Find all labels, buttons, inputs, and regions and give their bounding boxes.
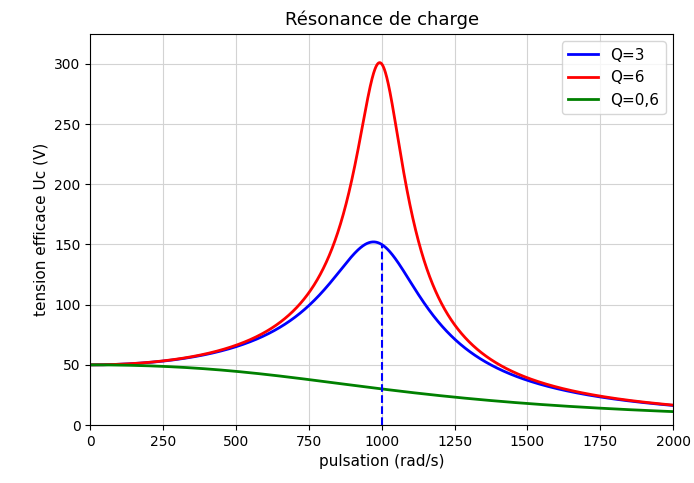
Legend: Q=3, Q=6, Q=0,6: Q=3, Q=6, Q=0,6 [561,42,666,114]
Q=0,6 [86,362,94,368]
Q=6 [669,402,677,408]
Q=3 [669,402,677,408]
Q=3 [86,362,94,368]
Q=6 [110,362,119,368]
Q=0,6 [638,407,646,413]
Q=3 [110,362,119,368]
Line: Q=6: Q=6 [90,63,673,405]
Y-axis label: tension efficace Uc (V): tension efficace Uc (V) [33,143,49,316]
X-axis label: pulsation (rad/s): pulsation (rad/s) [319,455,444,469]
Q=3 [121,361,129,367]
Q=3 [638,399,647,405]
Q=0,6 [669,409,677,414]
Q=6 [201,351,209,357]
Q=0,6 [121,362,129,368]
Q=0,6 [110,362,119,368]
Q=3 [369,239,378,245]
Q=3 [201,352,209,357]
Q=3 [371,239,380,245]
Q=6 [375,60,384,66]
Q=3 [89,362,97,368]
Q=6 [89,362,97,368]
Q=0,6 [89,362,97,368]
Q=6 [86,362,94,368]
Q=0,6 [371,385,380,391]
Q=6 [371,66,380,71]
Title: Résonance de charge: Résonance de charge [285,11,479,29]
Line: Q=0,6: Q=0,6 [90,365,673,412]
Q=6 [638,399,647,405]
Line: Q=3: Q=3 [90,242,673,405]
Q=6 [121,361,129,367]
Q=0,6 [201,366,209,371]
